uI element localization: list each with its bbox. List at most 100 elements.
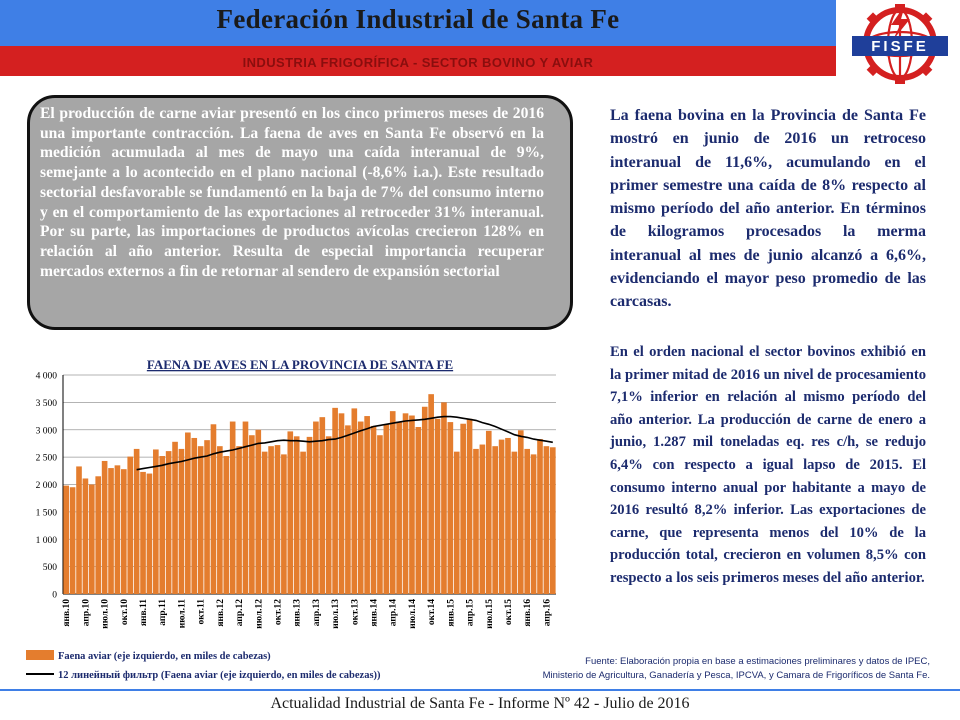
bar (281, 454, 287, 594)
x-tick-label: апр.16 (542, 599, 552, 627)
bar (485, 430, 492, 594)
x-tick-label: янв.11 (139, 599, 149, 626)
trend-line (136, 415, 553, 471)
bar (543, 446, 550, 594)
footer-text: Actualidad Industrial de Santa Fe - Info… (270, 695, 690, 712)
bar (146, 473, 153, 594)
chart-title: FAENA DE AVES EN LA PROVINCIA DE SANTA F… (147, 357, 453, 372)
bar (505, 437, 511, 594)
bar (377, 435, 383, 594)
bar (229, 421, 236, 594)
bar (69, 487, 76, 594)
bar (82, 478, 89, 594)
bar (460, 423, 466, 594)
bar (409, 415, 415, 594)
bar (133, 448, 140, 594)
x-tick-label: апр.15 (466, 599, 476, 627)
bar (479, 444, 486, 594)
x-tick-label: окт.13 (350, 599, 360, 625)
bar (159, 456, 166, 594)
bar (88, 484, 95, 594)
x-tick-label: янв.14 (370, 599, 380, 627)
x-tick-label: июл.13 (331, 599, 341, 629)
callout-text: El producción de carne aviar presentó en… (40, 105, 544, 280)
x-tick-label: окт.14 (427, 599, 437, 625)
bar (524, 448, 531, 594)
bar (127, 456, 134, 594)
bar (76, 466, 82, 594)
bar (204, 440, 210, 594)
bar (313, 421, 319, 594)
y-tick-label: 1 500 (36, 508, 58, 518)
legend-line-label: 12 линейный фильтр (Faena aviar (eje izq… (58, 670, 381, 681)
y-tick-label: 4 000 (36, 372, 58, 382)
bar (530, 454, 537, 594)
x-tick-label: янв.10 (62, 599, 72, 627)
y-tick-label: 1 000 (36, 536, 58, 546)
bar (242, 421, 249, 594)
bar (319, 417, 326, 594)
y-tick-label: 3 500 (36, 399, 58, 409)
bar (402, 413, 409, 594)
x-tick-label: янв.16 (523, 599, 533, 627)
bar (492, 446, 498, 594)
bar (249, 435, 255, 594)
x-tick-label: апр.12 (235, 599, 245, 627)
x-tick-label: янв.12 (216, 599, 226, 627)
bar (549, 447, 556, 594)
bovine-national-paragraph: En el orden nacional el sector bovinos e… (610, 344, 926, 586)
bar (537, 439, 543, 594)
bar (300, 451, 306, 594)
x-tick-label: апр.14 (389, 599, 399, 627)
bar (153, 449, 159, 594)
legend-bar-swatch (26, 650, 54, 660)
logo-text: FISFE (871, 38, 929, 55)
section-subtitle: INDUSTRIA FRIGORÍFICA - SECTOR BOVINO Y … (242, 55, 594, 70)
x-tick-label: июл.12 (254, 599, 264, 629)
chart-legend: Faena aviar (eje izquierdo, en miles de … (26, 650, 381, 681)
bar (95, 476, 102, 594)
header-banner (0, 0, 836, 46)
x-tick-label: июл.11 (177, 599, 187, 628)
bar (287, 431, 294, 594)
bar (185, 432, 191, 594)
bar (140, 471, 146, 594)
bar (453, 451, 460, 594)
bar (364, 416, 370, 594)
x-tick-label: окт.11 (197, 599, 207, 625)
x-tick-label: июл.15 (485, 599, 495, 629)
bar (511, 451, 518, 594)
bar (191, 437, 198, 594)
bar (338, 413, 345, 594)
bar (197, 446, 204, 594)
bar (428, 394, 434, 594)
bar (473, 448, 479, 594)
bar (396, 421, 402, 594)
callout-box (27, 95, 573, 330)
header-subbanner (0, 46, 836, 76)
bar (101, 460, 108, 594)
bar (268, 446, 274, 594)
y-tick-label: 2 500 (36, 454, 58, 464)
bar (261, 451, 268, 594)
bar (255, 429, 262, 594)
bar (108, 468, 114, 594)
bar (172, 441, 178, 594)
x-tick-label: янв.15 (446, 599, 456, 627)
bar (223, 456, 230, 594)
y-tick-label: 500 (43, 563, 58, 573)
bar (498, 439, 505, 594)
bar (274, 445, 281, 594)
bar (332, 407, 338, 594)
y-tick-label: 0 (52, 591, 57, 601)
bar (351, 408, 358, 594)
source-note-line-2: Ministerio de Agricultura, Ganadería y P… (542, 670, 930, 681)
bar (383, 424, 390, 594)
bar (63, 485, 70, 594)
bar (370, 425, 377, 594)
bar (415, 427, 422, 594)
bar (345, 425, 351, 594)
poultry-slaughter-chart: FAENA DE AVES EN LA PROVINCIA DE SANTA F… (26, 357, 556, 681)
bar (217, 446, 223, 594)
bar (236, 446, 242, 594)
